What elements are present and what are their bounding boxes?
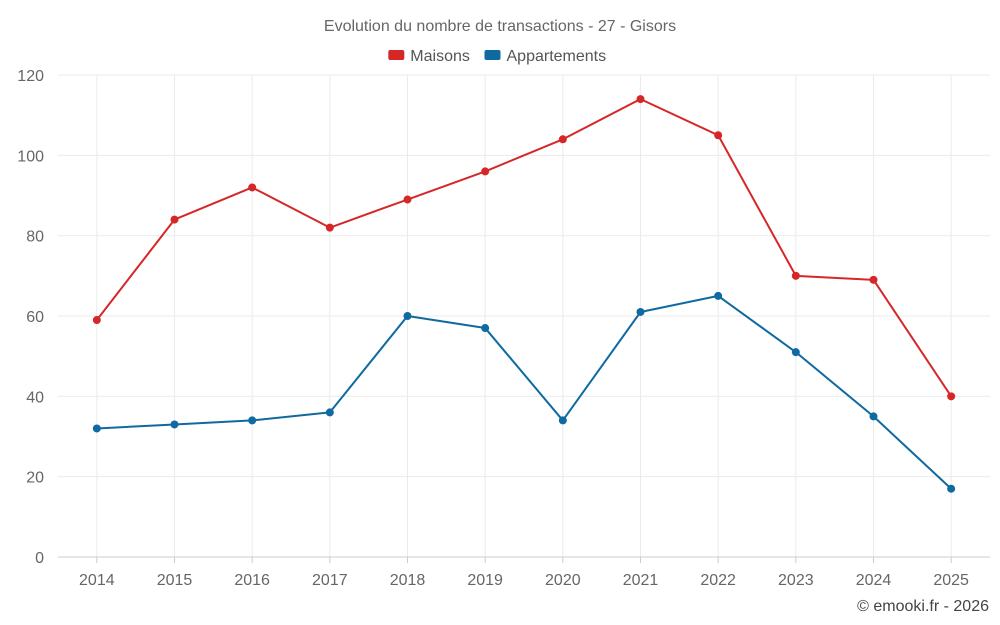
- legend-label: Appartements: [507, 48, 607, 65]
- legend-item-appartements[interactable]: Appartements: [484, 48, 607, 65]
- x-tick-label: 2017: [312, 572, 348, 589]
- x-axis-ticks: 2014 2015 2016 2017 2018 2019 2020 2021 2022 2023…: [79, 557, 969, 589]
- series-appartements: [92, 291, 956, 493]
- x-tick-label: 2023: [778, 572, 814, 589]
- data-point[interactable]: [636, 307, 645, 316]
- x-tick-label: 2022: [700, 572, 736, 589]
- footer-credit: © emooki.fr - 2026: [857, 598, 989, 615]
- data-point[interactable]: [714, 131, 723, 140]
- data-point[interactable]: [558, 135, 567, 144]
- data-point[interactable]: [481, 167, 490, 176]
- y-tick-label: 80: [26, 229, 44, 246]
- x-tick-label: 2021: [623, 572, 659, 589]
- x-tick-label: 2020: [545, 572, 581, 589]
- y-tick-label: 100: [17, 148, 44, 165]
- series-line: [96, 294, 952, 490]
- data-point[interactable]: [947, 484, 956, 493]
- x-tick-label: 2018: [390, 572, 426, 589]
- data-point[interactable]: [92, 316, 101, 325]
- data-point[interactable]: [325, 408, 334, 417]
- data-point[interactable]: [92, 424, 101, 433]
- data-point[interactable]: [558, 416, 567, 425]
- y-tick-label: 0: [35, 550, 44, 567]
- data-point[interactable]: [869, 275, 878, 284]
- legend-item-maisons[interactable]: Maisons: [388, 48, 470, 65]
- legend-label: Maisons: [410, 48, 470, 65]
- data-point[interactable]: [403, 195, 412, 204]
- series-maisons: [92, 95, 956, 401]
- series-line: [96, 98, 952, 397]
- data-point[interactable]: [869, 412, 878, 421]
- data-point[interactable]: [170, 420, 179, 429]
- data-point[interactable]: [325, 223, 334, 232]
- legend: Maisons Appartements: [388, 48, 606, 65]
- data-point[interactable]: [248, 183, 257, 192]
- data-point[interactable]: [403, 312, 412, 320]
- data-point[interactable]: [791, 348, 800, 357]
- y-tick-label: 60: [26, 309, 44, 326]
- series-lines: [92, 95, 956, 493]
- x-tick-label: 2014: [79, 572, 115, 589]
- data-point[interactable]: [248, 416, 257, 425]
- y-tick-label: 120: [17, 68, 44, 85]
- x-tick-label: 2019: [467, 572, 503, 589]
- y-tick-label: 40: [26, 389, 44, 406]
- horizontal-gridlines: [58, 74, 990, 558]
- data-point[interactable]: [714, 291, 723, 300]
- data-point[interactable]: [170, 215, 179, 224]
- x-tick-label: 2025: [933, 572, 969, 589]
- data-point[interactable]: [947, 392, 956, 401]
- y-tick-label: 20: [26, 470, 44, 487]
- data-point[interactable]: [791, 271, 800, 280]
- data-point[interactable]: [481, 324, 490, 333]
- x-tick-label: 2024: [856, 572, 892, 589]
- x-tick-label: 2016: [234, 572, 270, 589]
- y-axis-ticks: 0 20 40 60 80 100 120: [17, 68, 44, 567]
- x-tick-label: 2015: [157, 572, 193, 589]
- legend-swatch: [484, 50, 501, 60]
- chart-title: Evolution du nombre de transactions - 27…: [324, 18, 676, 35]
- data-point[interactable]: [636, 95, 645, 104]
- legend-swatch: [388, 50, 405, 60]
